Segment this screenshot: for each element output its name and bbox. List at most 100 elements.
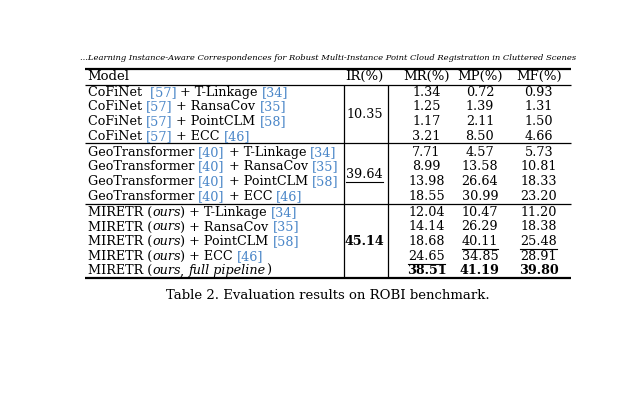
Text: 11.20: 11.20 xyxy=(520,206,557,219)
Text: 40.11: 40.11 xyxy=(461,235,498,248)
Text: GeoTransformer: GeoTransformer xyxy=(88,190,198,203)
Text: 4.66: 4.66 xyxy=(525,129,553,142)
Text: 18.38: 18.38 xyxy=(520,220,557,233)
Text: [57]: [57] xyxy=(146,129,173,142)
Text: + PointCLM: + PointCLM xyxy=(173,115,260,128)
Text: [40]: [40] xyxy=(198,146,225,159)
Text: [46]: [46] xyxy=(237,250,264,263)
Text: ours: ours xyxy=(152,206,180,219)
Text: [40]: [40] xyxy=(198,175,225,188)
Text: ) + ECC: ) + ECC xyxy=(180,250,237,263)
Text: 4.57: 4.57 xyxy=(465,146,494,159)
Text: 14.14: 14.14 xyxy=(408,220,445,233)
Text: 8.50: 8.50 xyxy=(465,129,494,142)
Text: 23.20: 23.20 xyxy=(520,190,557,203)
Text: [58]: [58] xyxy=(260,115,286,128)
Text: MIRETR (: MIRETR ( xyxy=(88,264,152,277)
Text: 1.25: 1.25 xyxy=(412,101,441,114)
Text: 1.34: 1.34 xyxy=(412,86,440,99)
Text: MIRETR (: MIRETR ( xyxy=(88,235,152,248)
Text: ours: ours xyxy=(152,264,180,277)
Text: 28.91: 28.91 xyxy=(520,250,557,263)
Text: CoFiNet: CoFiNet xyxy=(88,101,146,114)
Text: 41.19: 41.19 xyxy=(460,264,500,277)
Text: 18.33: 18.33 xyxy=(520,175,557,188)
Text: ) + RansaCov: ) + RansaCov xyxy=(180,220,273,233)
Text: 10.35: 10.35 xyxy=(346,108,383,121)
Text: + T-Linkage: + T-Linkage xyxy=(225,146,310,159)
Text: CoFiNet: CoFiNet xyxy=(88,86,146,99)
Text: GeoTransformer: GeoTransformer xyxy=(88,175,198,188)
Text: 18.55: 18.55 xyxy=(408,190,445,203)
Text: [34]: [34] xyxy=(310,146,337,159)
Text: 1.50: 1.50 xyxy=(525,115,553,128)
Text: Table 2. Evaluation results on ROBI benchmark.: Table 2. Evaluation results on ROBI benc… xyxy=(166,289,490,302)
Text: [57]: [57] xyxy=(146,86,177,99)
Text: ours: ours xyxy=(152,250,180,263)
Text: + RansaCov: + RansaCov xyxy=(225,160,312,173)
Text: 10.47: 10.47 xyxy=(461,206,498,219)
Text: 30.99: 30.99 xyxy=(461,190,498,203)
Text: ...Learning Instance-Aware Correspondences for Robust Multi-Instance Point Cloud: ...Learning Instance-Aware Correspondenc… xyxy=(80,54,576,62)
Text: 1.31: 1.31 xyxy=(525,101,553,114)
Text: [35]: [35] xyxy=(260,101,286,114)
Text: 3.21: 3.21 xyxy=(412,129,440,142)
Text: Model: Model xyxy=(88,70,130,83)
Text: CoFiNet: CoFiNet xyxy=(88,129,146,142)
Text: 1.17: 1.17 xyxy=(412,115,440,128)
Text: [46]: [46] xyxy=(276,190,303,203)
Text: IR(%): IR(%) xyxy=(346,70,383,83)
Text: MIRETR (: MIRETR ( xyxy=(88,206,152,219)
Text: + ECC: + ECC xyxy=(173,129,224,142)
Text: CoFiNet: CoFiNet xyxy=(88,115,146,128)
Text: [34]: [34] xyxy=(271,206,298,219)
Text: 45.14: 45.14 xyxy=(344,235,384,248)
Text: 39.64: 39.64 xyxy=(346,168,383,181)
Text: 2.11: 2.11 xyxy=(466,115,494,128)
Text: + PointCLM: + PointCLM xyxy=(225,175,312,188)
Text: 13.58: 13.58 xyxy=(461,160,498,173)
Text: MIRETR (: MIRETR ( xyxy=(88,220,152,233)
Text: 24.65: 24.65 xyxy=(408,250,445,263)
Text: 38.51: 38.51 xyxy=(406,264,446,277)
Text: ) + PointCLM: ) + PointCLM xyxy=(180,235,273,248)
Text: 5.73: 5.73 xyxy=(525,146,553,159)
Text: 12.04: 12.04 xyxy=(408,206,445,219)
Text: 7.71: 7.71 xyxy=(412,146,440,159)
Text: 1.39: 1.39 xyxy=(466,101,494,114)
Text: 13.98: 13.98 xyxy=(408,175,445,188)
Text: 39.80: 39.80 xyxy=(519,264,559,277)
Text: 26.29: 26.29 xyxy=(461,220,498,233)
Text: MP(%): MP(%) xyxy=(457,70,502,83)
Text: [57]: [57] xyxy=(146,101,173,114)
Text: 26.64: 26.64 xyxy=(461,175,498,188)
Text: 0.72: 0.72 xyxy=(466,86,494,99)
Text: [46]: [46] xyxy=(224,129,250,142)
Text: GeoTransformer: GeoTransformer xyxy=(88,160,198,173)
Text: 25.48: 25.48 xyxy=(520,235,557,248)
Text: + RansaCov: + RansaCov xyxy=(173,101,260,114)
Text: [35]: [35] xyxy=(312,160,339,173)
Text: [35]: [35] xyxy=(273,220,300,233)
Text: ,: , xyxy=(180,264,189,277)
Text: 10.81: 10.81 xyxy=(520,160,557,173)
Text: ours: ours xyxy=(152,235,180,248)
Text: ours: ours xyxy=(152,220,180,233)
Text: [34]: [34] xyxy=(262,86,289,99)
Text: [40]: [40] xyxy=(198,190,225,203)
Text: MIRETR (: MIRETR ( xyxy=(88,250,152,263)
Text: 18.68: 18.68 xyxy=(408,235,445,248)
Text: 0.93: 0.93 xyxy=(525,86,553,99)
Text: 8.99: 8.99 xyxy=(412,160,441,173)
Text: [58]: [58] xyxy=(273,235,300,248)
Text: GeoTransformer: GeoTransformer xyxy=(88,146,198,159)
Text: + T-Linkage: + T-Linkage xyxy=(177,86,262,99)
Text: ): ) xyxy=(266,264,271,277)
Text: [40]: [40] xyxy=(198,160,225,173)
Text: + ECC: + ECC xyxy=(225,190,276,203)
Text: full pipeline: full pipeline xyxy=(189,264,266,277)
Text: [58]: [58] xyxy=(312,175,339,188)
Text: MF(%): MF(%) xyxy=(516,70,562,83)
Text: 34.85: 34.85 xyxy=(461,250,499,263)
Text: [57]: [57] xyxy=(146,115,173,128)
